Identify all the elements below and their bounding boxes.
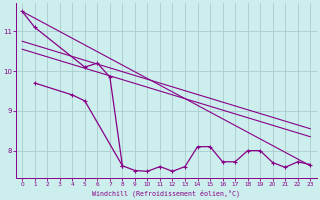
X-axis label: Windchill (Refroidissement éolien,°C): Windchill (Refroidissement éolien,°C) [92,189,240,197]
